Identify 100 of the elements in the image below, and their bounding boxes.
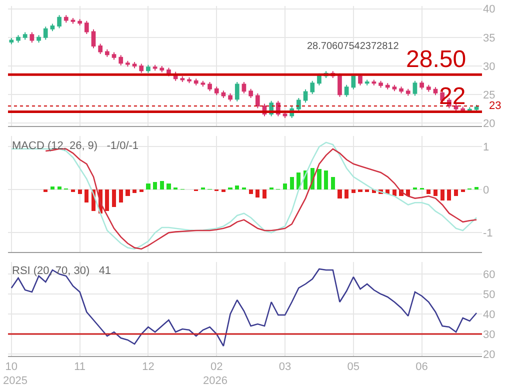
candlestick: [160, 66, 164, 73]
candlestick: [468, 106, 472, 113]
candlestick: [9, 38, 14, 45]
candlestick: [36, 34, 41, 44]
candlestick: [200, 80, 206, 88]
x-tick-label: 06: [416, 361, 428, 374]
candlestick: [378, 80, 383, 88]
bar: [132, 190, 137, 194]
bar: [351, 190, 356, 194]
bar: [118, 190, 123, 203]
candlestick: [310, 80, 315, 94]
candlestick: [412, 80, 418, 96]
candlestick: [214, 86, 219, 96]
candlestick: [132, 62, 137, 69]
candlestick: [112, 52, 116, 60]
candlestick: [126, 60, 130, 68]
candlestick: [50, 23, 55, 32]
candlestick: [105, 48, 110, 58]
candlestick: [228, 92, 232, 102]
candlestick: [344, 84, 349, 98]
y-tick-label: 20: [483, 118, 496, 130]
bar: [146, 183, 150, 190]
bar: [338, 190, 342, 198]
candlestick: [221, 90, 226, 98]
bar: [78, 190, 82, 194]
y-tick-label: -1: [483, 228, 493, 240]
y-tick-label: 40: [483, 4, 496, 16]
bar: [474, 187, 479, 190]
candlestick: [255, 92, 260, 109]
candlestick: [84, 20, 89, 34]
y-tick-label: 50: [483, 288, 496, 301]
bar: [256, 190, 260, 198]
y-tick-label: 30: [483, 60, 496, 73]
bar: [166, 183, 171, 190]
candlestick: [358, 74, 362, 86]
bar: [126, 190, 130, 196]
bar: [426, 190, 431, 194]
bar: [330, 176, 335, 190]
candlestick: [372, 79, 376, 86]
candlestick: [187, 76, 192, 84]
candlestick: [385, 82, 390, 90]
candlestick: [118, 54, 124, 66]
bar: [112, 190, 116, 207]
candlestick: [420, 80, 424, 90]
chart-title: RSI (20, 70, 30) 41: [12, 265, 112, 277]
bar: [160, 181, 164, 190]
candlestick: [30, 32, 34, 44]
candlestick: [57, 14, 62, 29]
x-tick-label: 12: [142, 361, 154, 374]
candlestick: [194, 78, 198, 86]
bar: [454, 190, 458, 196]
candlestick: [242, 82, 246, 94]
candlestick: [64, 14, 68, 24]
candlestick: [78, 18, 82, 26]
candlestick: [406, 88, 410, 96]
bar: [344, 190, 349, 198]
bar: [105, 190, 110, 212]
candlestick: [70, 18, 76, 24]
y-tick-label: 25: [483, 89, 496, 102]
bar: [392, 190, 396, 196]
candlestick: [433, 86, 438, 96]
y-tick-label: 1: [483, 142, 490, 154]
candlestick: [152, 64, 158, 72]
bar: [84, 190, 89, 203]
candlestick: [98, 43, 103, 54]
candlestick: [180, 76, 185, 82]
ref-line-label: 23: [489, 100, 502, 112]
candlestick: [296, 98, 301, 112]
bar: [153, 182, 158, 190]
annotation: 28.70607542372812: [307, 41, 400, 52]
bar: [440, 190, 444, 200]
x-tick-label: 02: [210, 361, 223, 374]
ref-line-label: 28.50: [406, 46, 466, 73]
candlestick: [16, 34, 20, 44]
candlestick: [399, 86, 404, 94]
candlestick: [146, 64, 150, 74]
y-tick-label: 20: [483, 348, 496, 361]
y-tick-label: 35: [483, 32, 496, 44]
candlestick: [351, 74, 356, 90]
candlestick: [364, 79, 370, 86]
candlestick: [43, 26, 48, 40]
x-tick-label: 05: [347, 361, 360, 374]
bar: [235, 185, 240, 190]
y-tick-label: 0: [483, 184, 490, 197]
candlestick: [234, 82, 240, 102]
candlestick: [426, 84, 431, 92]
line-series: [10, 268, 478, 347]
candlestick: [392, 84, 397, 92]
candlestick: [91, 28, 96, 49]
x-tick-label: 11: [74, 361, 86, 374]
candlestick: [22, 32, 28, 40]
bar: [447, 190, 452, 200]
y-tick-label: 30: [483, 328, 496, 341]
y-tick-label: 60: [483, 268, 496, 281]
bar: [282, 183, 288, 190]
bar: [317, 169, 322, 190]
text: 2026: [203, 375, 228, 387]
bar: [290, 176, 294, 190]
candlestick: [208, 82, 212, 92]
x-tick-label: 03: [278, 361, 292, 374]
